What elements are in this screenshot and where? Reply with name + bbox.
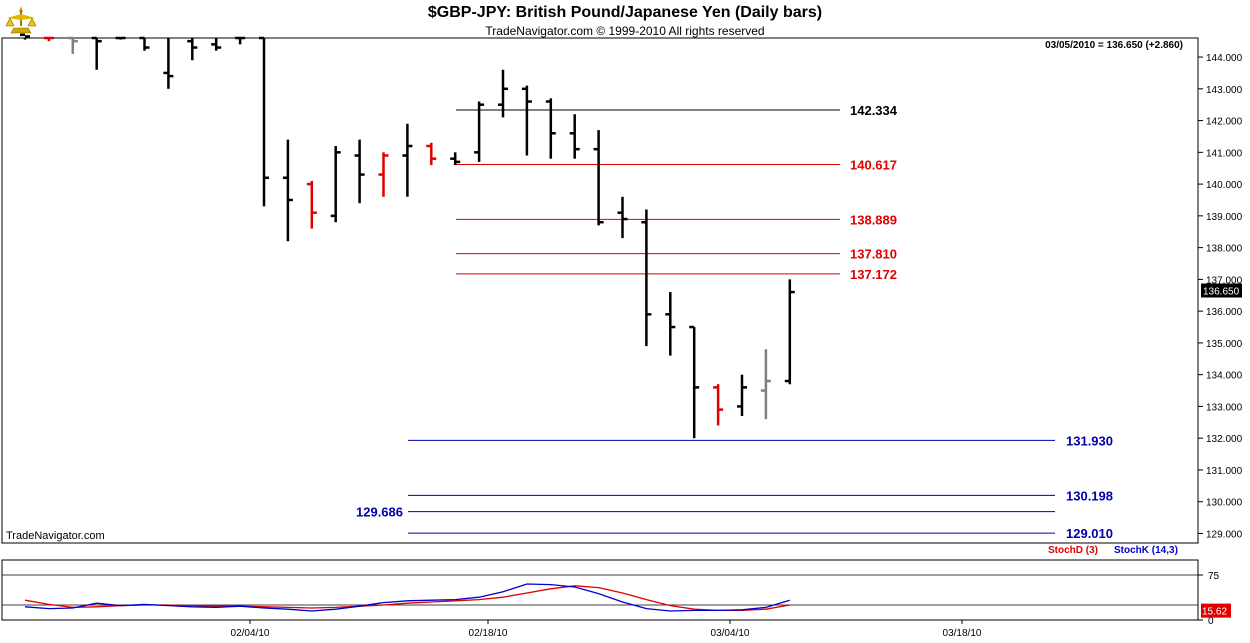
level-label: 131.930 bbox=[1066, 433, 1113, 448]
x-tick-label: 03/04/10 bbox=[711, 628, 750, 639]
stoch-y-tick-label: 0 bbox=[1208, 616, 1214, 627]
x-tick-label: 02/18/10 bbox=[469, 628, 508, 639]
price-y-tick-label: 131.000 bbox=[1206, 466, 1243, 477]
stoch-series-line bbox=[24, 583, 790, 612]
stoch-y-tick-label: 75 bbox=[1208, 571, 1220, 582]
watermark-text: TradeNavigator.com bbox=[6, 530, 105, 542]
stoch-panel-frame bbox=[1, 559, 1199, 621]
current-price-label: 136.650 bbox=[1203, 287, 1240, 298]
price-y-tick-label: 142.000 bbox=[1206, 117, 1243, 128]
price-y-tick-label: 132.000 bbox=[1206, 434, 1243, 445]
price-panel-frame bbox=[1, 37, 1199, 544]
level-label: 138.889 bbox=[850, 212, 897, 227]
price-y-tick-label: 134.000 bbox=[1206, 371, 1243, 382]
level-label: 130.198 bbox=[1066, 488, 1113, 503]
chart-title: $GBP-JPY: British Pound/Japanese Yen (Da… bbox=[427, 4, 823, 21]
level-label: 137.810 bbox=[850, 247, 897, 262]
level-label: 137.172 bbox=[850, 267, 897, 282]
stoch-legend-d: StochD (3) bbox=[1048, 545, 1098, 556]
price-y-tick-label: 141.000 bbox=[1206, 148, 1243, 159]
price-y-tick-label: 135.000 bbox=[1206, 339, 1243, 350]
x-tick-label: 02/04/10 bbox=[231, 628, 270, 639]
level-label: 142.334 bbox=[850, 103, 898, 118]
stoch-legend-k: StochK (14,3) bbox=[1114, 545, 1178, 556]
current-price-flag bbox=[1201, 283, 1242, 298]
price-y-tick-label: 138.000 bbox=[1206, 244, 1243, 255]
stoch-current-label: 15.62 bbox=[1202, 607, 1227, 618]
price-y-tick-label: 130.000 bbox=[1206, 498, 1243, 509]
price-y-tick-label: 143.000 bbox=[1206, 85, 1243, 96]
price-y-tick-label: 144.000 bbox=[1206, 53, 1243, 64]
level-label: 140.617 bbox=[850, 158, 897, 173]
trade-navigator-logo-icon bbox=[5, 6, 37, 34]
x-tick-label: 03/18/10 bbox=[943, 628, 982, 639]
level-label: 129.010 bbox=[1066, 526, 1113, 541]
price-y-tick-label: 139.000 bbox=[1206, 212, 1243, 223]
price-y-tick-label: 137.000 bbox=[1206, 275, 1243, 286]
chart-subtitle: TradeNavigator.com © 1999-2010 All right… bbox=[485, 24, 765, 38]
stoch-current-flag bbox=[1201, 603, 1231, 618]
price-y-tick-label: 136.000 bbox=[1206, 307, 1243, 318]
price-y-tick-label: 129.000 bbox=[1206, 529, 1243, 540]
price-y-tick-label: 140.000 bbox=[1206, 180, 1243, 191]
level-label: 129.686 bbox=[356, 505, 403, 520]
last-price-readout: 03/05/2010 = 136.650 (+2.860) bbox=[1045, 40, 1183, 51]
price-y-tick-label: 133.000 bbox=[1206, 402, 1243, 413]
stoch-series-line bbox=[24, 585, 790, 612]
